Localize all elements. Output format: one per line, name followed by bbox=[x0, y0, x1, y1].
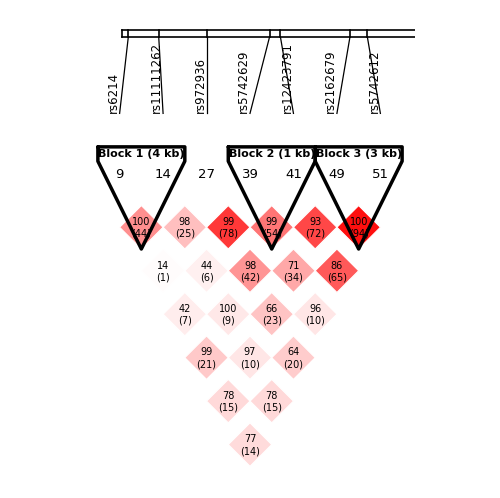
Polygon shape bbox=[142, 249, 185, 292]
Text: (65): (65) bbox=[327, 272, 347, 282]
Text: 100: 100 bbox=[132, 217, 150, 227]
Polygon shape bbox=[163, 206, 206, 249]
Text: (10): (10) bbox=[240, 359, 260, 369]
Text: rs2162679: rs2162679 bbox=[324, 50, 337, 114]
Text: Block 2 (1 kb): Block 2 (1 kb) bbox=[228, 149, 315, 159]
Text: 98: 98 bbox=[178, 217, 191, 227]
Text: 44: 44 bbox=[200, 260, 212, 270]
Text: 93: 93 bbox=[309, 217, 322, 227]
Text: (9): (9) bbox=[222, 316, 235, 326]
Text: rs5742612: rs5742612 bbox=[368, 50, 380, 114]
Text: (72): (72) bbox=[305, 229, 326, 239]
Text: (42): (42) bbox=[240, 272, 260, 282]
Text: 97: 97 bbox=[244, 348, 256, 358]
Text: 64: 64 bbox=[288, 348, 300, 358]
Text: (7): (7) bbox=[178, 316, 192, 326]
Polygon shape bbox=[294, 206, 337, 249]
Text: 66: 66 bbox=[266, 304, 278, 314]
Text: rs6214: rs6214 bbox=[106, 72, 120, 114]
Polygon shape bbox=[206, 206, 250, 249]
Text: (34): (34) bbox=[284, 272, 304, 282]
Text: 27: 27 bbox=[198, 168, 215, 181]
Text: (94): (94) bbox=[348, 229, 368, 239]
Text: 42: 42 bbox=[178, 304, 191, 314]
Text: 14: 14 bbox=[154, 168, 172, 181]
Polygon shape bbox=[163, 292, 206, 336]
Polygon shape bbox=[250, 206, 294, 249]
Text: 71: 71 bbox=[288, 260, 300, 270]
Text: rs5742629: rs5742629 bbox=[237, 50, 250, 114]
Polygon shape bbox=[250, 379, 294, 423]
Polygon shape bbox=[315, 249, 358, 292]
Polygon shape bbox=[185, 336, 228, 379]
Text: (78): (78) bbox=[218, 229, 238, 239]
Text: 100: 100 bbox=[350, 217, 368, 227]
Text: (15): (15) bbox=[262, 403, 281, 413]
Text: 99: 99 bbox=[200, 348, 212, 358]
Text: (15): (15) bbox=[218, 403, 238, 413]
Text: (10): (10) bbox=[306, 316, 325, 326]
Polygon shape bbox=[228, 336, 272, 379]
Text: 100: 100 bbox=[219, 304, 238, 314]
Text: (25): (25) bbox=[174, 229, 195, 239]
Polygon shape bbox=[120, 206, 163, 249]
Polygon shape bbox=[185, 249, 228, 292]
Polygon shape bbox=[272, 249, 315, 292]
Text: (44): (44) bbox=[132, 229, 152, 239]
Text: rs12423791: rs12423791 bbox=[280, 42, 293, 114]
Text: 41: 41 bbox=[285, 168, 302, 181]
Text: (20): (20) bbox=[284, 359, 304, 369]
Polygon shape bbox=[337, 206, 380, 249]
Text: (14): (14) bbox=[240, 446, 260, 456]
Text: 9: 9 bbox=[116, 168, 124, 181]
Text: (6): (6) bbox=[200, 272, 213, 282]
Text: 77: 77 bbox=[244, 434, 256, 444]
Polygon shape bbox=[250, 292, 294, 336]
Text: 96: 96 bbox=[309, 304, 322, 314]
Text: (21): (21) bbox=[196, 359, 216, 369]
Text: rs11111262: rs11111262 bbox=[150, 42, 163, 114]
Text: (23): (23) bbox=[262, 316, 281, 326]
Text: Block 3 (3 kb): Block 3 (3 kb) bbox=[316, 149, 402, 159]
Polygon shape bbox=[294, 292, 337, 336]
Polygon shape bbox=[228, 423, 272, 466]
Text: 78: 78 bbox=[222, 391, 234, 401]
Text: 49: 49 bbox=[328, 168, 345, 181]
Text: 86: 86 bbox=[331, 260, 343, 270]
Text: 99: 99 bbox=[266, 217, 278, 227]
Polygon shape bbox=[228, 249, 272, 292]
Text: Block 1 (4 kb): Block 1 (4 kb) bbox=[98, 149, 184, 159]
Text: 99: 99 bbox=[222, 217, 234, 227]
Text: 14: 14 bbox=[157, 260, 169, 270]
Text: 98: 98 bbox=[244, 260, 256, 270]
Text: rs972936: rs972936 bbox=[194, 57, 206, 114]
Text: 78: 78 bbox=[266, 391, 278, 401]
Text: 39: 39 bbox=[242, 168, 258, 181]
Text: (54): (54) bbox=[262, 229, 281, 239]
Polygon shape bbox=[206, 292, 250, 336]
Text: (1): (1) bbox=[156, 272, 170, 282]
Text: 51: 51 bbox=[372, 168, 389, 181]
Polygon shape bbox=[272, 336, 315, 379]
Polygon shape bbox=[206, 379, 250, 423]
